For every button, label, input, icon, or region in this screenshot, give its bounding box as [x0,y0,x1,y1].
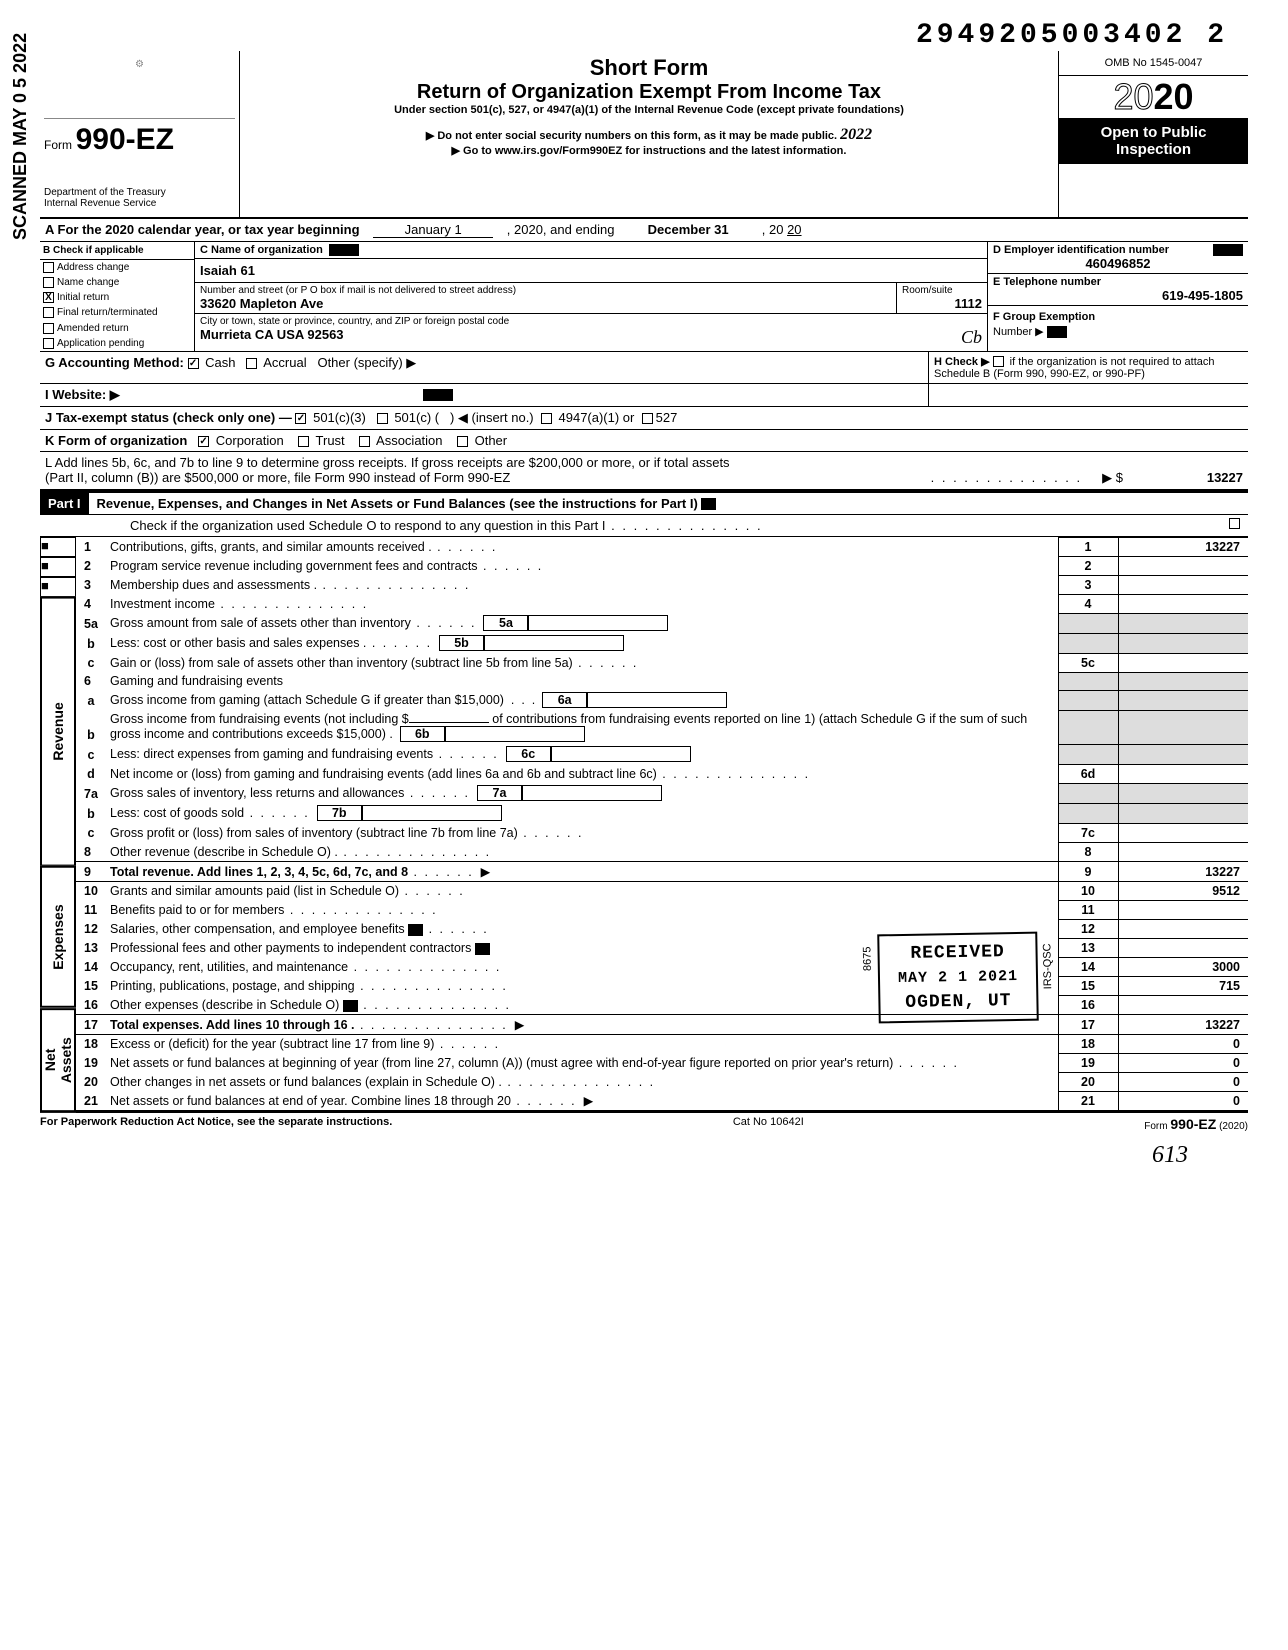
arrow-ssn: ▶ Do not enter social security numbers o… [250,126,1048,144]
l-value: 13227 [1143,470,1243,486]
org-name: Isaiah 61 [195,259,987,283]
cb-accrual[interactable] [246,358,257,369]
scan-stamp-side: SCANNED MAY 0 5 2022 [10,33,31,240]
cb-501c3[interactable] [295,413,306,424]
row-a: A For the 2020 calendar year, or tax yea… [40,219,1248,242]
c-label: C Name of organization [200,244,323,256]
return-title: Return of Organization Exempt From Incom… [250,81,1048,104]
cb-4947[interactable] [541,413,552,424]
redact-icon [329,244,359,256]
city-label: City or town, state or province, country… [200,316,982,327]
form-header: ⚙ Form 990-EZ Department of the Treasury… [40,51,1248,219]
arrow-goto: ▶ Go to www.irs.gov/Form990EZ for instru… [250,144,1048,157]
city: Murrieta CA USA 92563 [200,327,344,348]
addr-label: Number and street (or P O box if mail is… [200,285,891,296]
street: 33620 Mapleton Ave [200,296,891,311]
cb-pending[interactable] [43,338,54,349]
cb-address[interactable] [43,262,54,273]
city-hand: Cb [961,327,982,348]
phone: 619-495-1805 [993,288,1243,303]
vtab-expenses: Expenses [40,866,76,1008]
redact-d-icon [1213,244,1243,256]
ein: 460496852 [993,256,1243,271]
lines-table: 1Contributions, gifts, grants, and simil… [76,537,1248,1113]
form-label: Form [44,138,72,152]
footer: For Paperwork Reduction Act Notice, see … [40,1112,1248,1132]
cb-527[interactable] [642,413,653,424]
k-label: K Form of organization [45,433,187,448]
g-label: G Accounting Method: [45,355,184,370]
e-label: E Telephone number [993,276,1243,288]
l-line2: (Part II, column (B)) are $500,000 or mo… [45,470,510,486]
under-section: Under section 501(c), 527, or 4947(a)(1)… [250,104,1048,116]
cb-corp[interactable] [198,436,209,447]
open-public: Open to PublicInspection [1059,118,1248,164]
cb-initial[interactable] [43,292,54,303]
i-label: I Website: ▶ [45,387,120,402]
cb-schedule-o[interactable] [1229,518,1240,529]
b-label: B Check if applicable [40,242,194,260]
redact-f-icon [1047,326,1067,338]
cb-name[interactable] [43,277,54,288]
omb-number: OMB No 1545-0047 [1059,51,1248,76]
h-label: H Check ▶ [934,356,990,368]
part1-header: Part I Revenue, Expenses, and Changes in… [40,491,1248,515]
l-line1: L Add lines 5b, 6c, and 7b to line 9 to … [45,455,1243,470]
tax-year: 2020 [1059,76,1248,118]
cb-h[interactable] [993,356,1004,367]
dept-treasury: Department of the Treasury [44,187,235,198]
cb-cash[interactable] [188,358,199,369]
cb-501c[interactable] [377,413,388,424]
received-stamp: RECEIVED MAY 2 1 2021 OGDEN, UT 8675 IRS… [877,932,1039,1024]
cb-final[interactable] [43,307,54,318]
cb-assoc[interactable] [359,436,370,447]
room: 1112 [902,296,982,311]
f-label2: Number ▶ [993,326,1044,338]
redact-i-icon [423,389,453,401]
part1-check-text: Check if the organization used Schedule … [130,518,763,533]
j-label: J Tax-exempt status (check only one) — [45,410,292,425]
cb-amended[interactable] [43,323,54,334]
doc-id: 2949205003402 2 [40,20,1248,51]
cb-other[interactable] [457,436,468,447]
irs: Internal Revenue Service [44,198,235,209]
room-label: Room/suite [902,285,982,296]
vtab-netassets: Net Assets [40,1008,76,1112]
d-label: D Employer identification number [993,244,1169,256]
form-number: 990-EZ [76,123,174,156]
short-form-title: Short Form [250,55,1048,81]
cb-trust[interactable] [298,436,309,447]
vtab-revenue: Revenue [40,597,76,867]
hand-bottom: 613 [40,1132,1248,1169]
hand-year: 2022 [840,126,872,143]
f-label: F Group Exemption [993,311,1095,323]
